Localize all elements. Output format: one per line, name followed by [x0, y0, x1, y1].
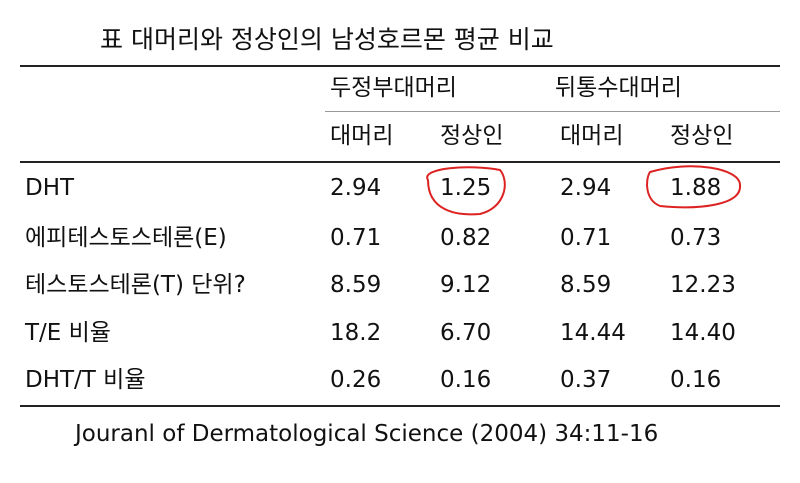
- row-label: 에피테스토스테론(E): [25, 225, 227, 251]
- cell: 14.44: [560, 320, 626, 346]
- cell: 1.88: [670, 175, 722, 201]
- cell: 1.25: [440, 175, 492, 201]
- row-label: T/E 비율: [25, 320, 111, 346]
- cell: 8.59: [560, 272, 612, 298]
- cell: 8.59: [330, 272, 382, 298]
- cell: 0.26: [330, 367, 382, 393]
- row-label: DHT: [25, 175, 75, 201]
- top-rule: [20, 65, 780, 67]
- cell: 0.37: [560, 367, 612, 393]
- cell: 0.16: [670, 367, 722, 393]
- source: Jouranl of Dermatological Science (2004)…: [75, 421, 659, 447]
- cell: 14.40: [670, 320, 736, 346]
- row-label: 테스토스테론(T) 단위?: [25, 272, 246, 298]
- cell: 0.71: [330, 225, 382, 251]
- row-label: DHT/T 비율: [25, 367, 146, 393]
- cell: 0.16: [440, 367, 492, 393]
- cell: 12.23: [670, 272, 736, 298]
- cell: 2.94: [330, 175, 382, 201]
- bottom-rule: [20, 405, 780, 407]
- sub-header: 정상인: [670, 123, 734, 149]
- header-rule: [325, 111, 780, 112]
- sub-header: 대머리: [560, 123, 624, 149]
- cell: 0.73: [670, 225, 722, 251]
- cell: 0.71: [560, 225, 612, 251]
- header-bottom-rule: [20, 161, 780, 163]
- cell: 6.70: [440, 320, 492, 346]
- sub-header: 정상인: [440, 123, 504, 149]
- highlight-circle: [646, 165, 742, 209]
- table-title: 표 대머리와 정상인의 남성호르몬 평균 비교: [100, 25, 554, 54]
- cell: 0.82: [440, 225, 492, 251]
- group-header: 두정부대머리: [330, 75, 457, 101]
- cell: 9.12: [440, 272, 492, 298]
- cell: 18.2: [330, 320, 382, 346]
- highlight-circle: [426, 166, 506, 216]
- cell: 2.94: [560, 175, 612, 201]
- group-header: 뒤통수대머리: [555, 75, 682, 101]
- sub-header: 대머리: [330, 123, 394, 149]
